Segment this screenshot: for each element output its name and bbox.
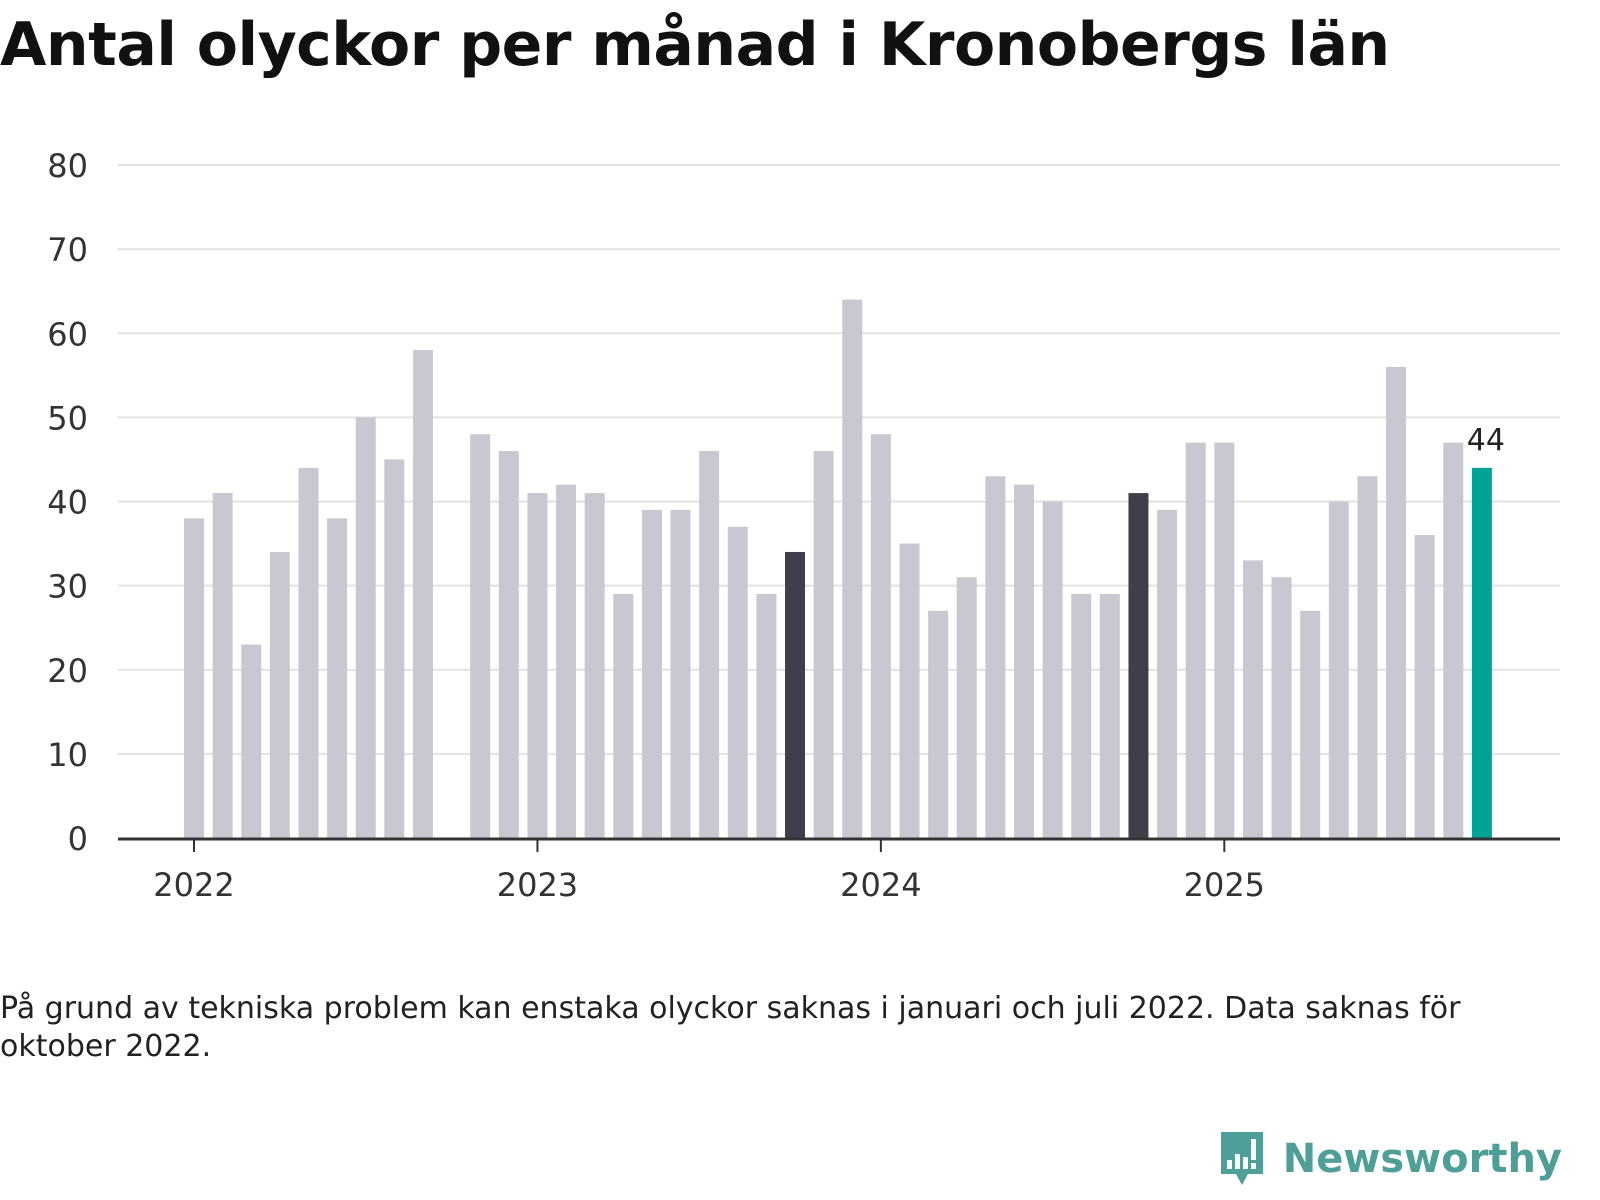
bar-2023-12 <box>842 299 863 839</box>
bar-2024-07 <box>1042 501 1063 838</box>
bar-2024-08 <box>1071 594 1092 838</box>
bar-2022-03 <box>241 644 262 838</box>
bar-2024-09 <box>1099 594 1120 838</box>
labels: 0 10 20 30 40 50 60 70 80 44 2022 2023 2024 2025 <box>47 147 1505 904</box>
bar-2023-04 <box>613 594 634 838</box>
bar-2025-07 <box>1386 366 1407 838</box>
x-tick-label: 2022 <box>153 866 234 904</box>
bar-2022-06 <box>327 518 348 838</box>
bar-2025-05 <box>1328 501 1349 838</box>
bar-2024-11 <box>1157 509 1178 838</box>
bar-2023-05 <box>641 509 662 838</box>
bar-2025-06 <box>1357 476 1378 838</box>
y-tick-label: 10 <box>47 736 88 774</box>
y-tick-label: 30 <box>47 568 88 606</box>
bar-2025-08 <box>1414 535 1435 838</box>
bar-2024-03 <box>928 610 949 838</box>
bar-2024-01 <box>870 434 891 838</box>
bar-2023-07 <box>699 451 720 838</box>
x-tick-label: 2025 <box>1184 866 1265 904</box>
bar-2024-05 <box>985 476 1006 838</box>
y-tick-label: 70 <box>47 231 88 269</box>
x-tick-label: 2023 <box>497 866 578 904</box>
bar-2024-10 <box>1128 493 1149 838</box>
bar-2023-10 <box>785 551 806 838</box>
bar-2022-01 <box>184 518 204 838</box>
bar-2024-02 <box>899 543 920 838</box>
bar-2023-06 <box>670 509 691 838</box>
chart-footnote: På grund av tekniska problem kan enstaka… <box>0 991 1461 1064</box>
bar-2023-08 <box>727 526 748 838</box>
newsworthy-logo-icon <box>1220 1132 1263 1185</box>
y-tick-label: 80 <box>47 147 88 185</box>
x-tick-label: 2024 <box>840 866 921 904</box>
y-tick-label: 50 <box>47 399 88 437</box>
bar-value-label: 44 <box>1467 423 1505 458</box>
bar-2023-11 <box>813 451 834 838</box>
bar-2025-02 <box>1242 560 1263 838</box>
bar-2022-09 <box>412 350 433 838</box>
bar-2022-04 <box>269 551 290 838</box>
bar-2023-02 <box>556 484 577 838</box>
bar-2022-07 <box>355 417 376 838</box>
y-tick-label: 40 <box>47 484 88 522</box>
bar-2025-01 <box>1214 442 1235 838</box>
brand-name: Newsworthy <box>1282 1136 1562 1182</box>
axes <box>118 837 1560 852</box>
y-tick-label: 60 <box>47 315 88 353</box>
bar-2025-03 <box>1271 577 1292 838</box>
bar-chart: 0 10 20 30 40 50 60 70 80 44 2022 2023 2024 2025 <box>47 147 1560 904</box>
bar-2024-06 <box>1013 484 1034 838</box>
bar-2022-11 <box>470 434 491 838</box>
bar-2022-05 <box>298 467 319 838</box>
bar-2025-10 <box>1471 467 1492 838</box>
bar-2023-03 <box>584 493 605 838</box>
bars <box>184 299 1492 839</box>
chart-title: Antal olyckor per månad i Kronobergs län <box>0 10 1390 80</box>
bar-2023-01 <box>527 493 548 838</box>
bar-2025-04 <box>1300 610 1321 838</box>
y-tick-label: 20 <box>47 652 88 690</box>
bar-2022-08 <box>384 459 405 838</box>
bar-2024-12 <box>1185 442 1206 838</box>
brand-logo: Newsworthy <box>1217 1130 1562 1188</box>
y-tick-label: 0 <box>68 820 88 858</box>
bar-2022-02 <box>212 493 233 838</box>
bar-2023-09 <box>756 594 777 838</box>
bar-2025-09 <box>1443 442 1464 838</box>
bar-2022-12 <box>498 451 519 838</box>
bar-2024-04 <box>956 577 977 838</box>
